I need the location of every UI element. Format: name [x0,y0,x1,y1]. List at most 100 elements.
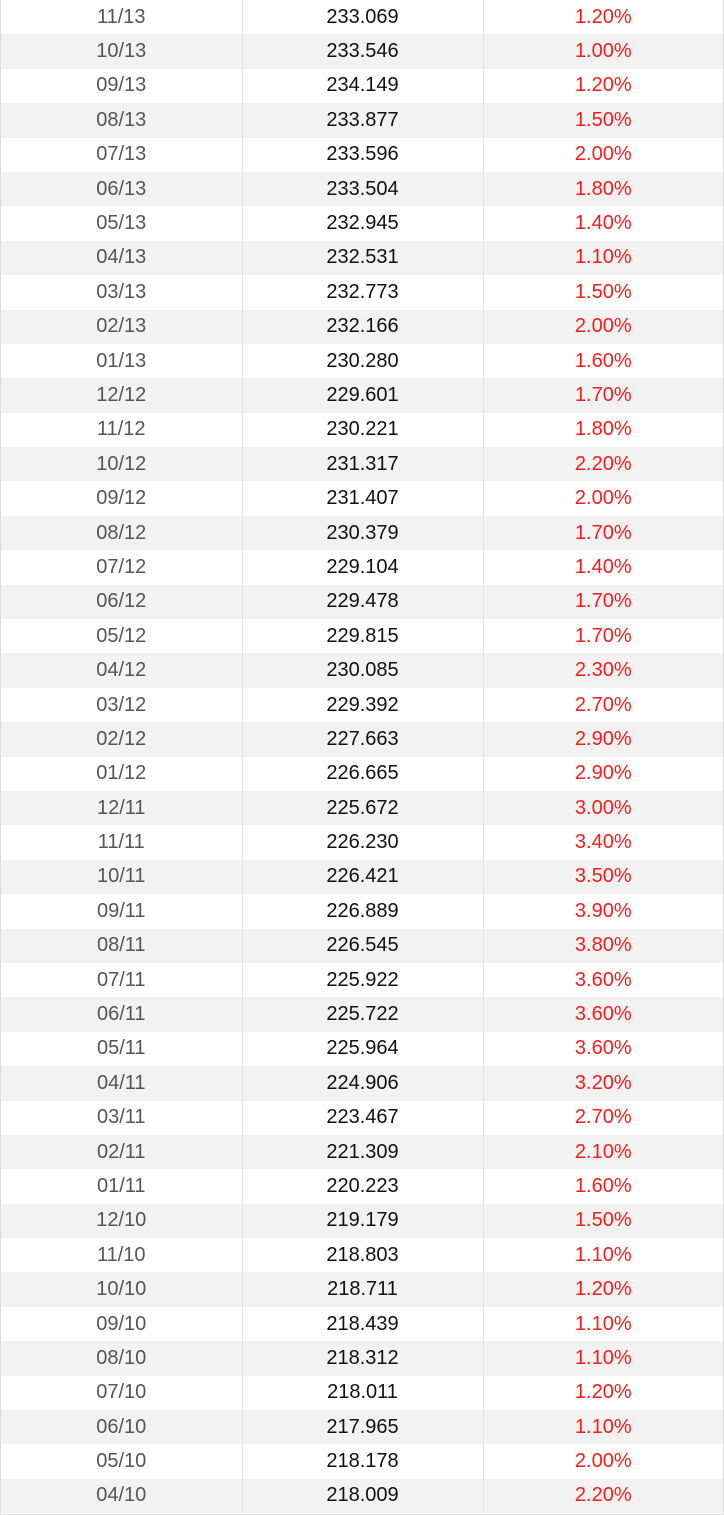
index-value-cell: 218.312 [242,1341,484,1376]
index-value-cell: 218.178 [242,1444,484,1479]
rate-cell: 3.80% [574,934,632,957]
date-cell: 09/10 [1,1306,243,1342]
table-row: 12/12 229.601 1.70% [1,378,723,413]
index-value-cell: 226.421 [242,859,484,895]
index-value-cell: 229.815 [242,619,484,654]
date-cell: 05/12 [1,619,243,654]
index-value-cell: 225.672 [242,790,484,826]
date-cell: 05/13 [1,206,243,241]
index-value-cell: 231.317 [242,447,484,482]
date-cell: 07/13 [1,137,243,172]
rate-cell: 3.50% [574,865,632,888]
index-value-cell: 218.009 [242,1478,484,1514]
table-row: 09/12 231.407 2.00% [1,481,723,516]
date-cell: 08/11 [1,928,243,963]
rate-cell: 3.00% [574,796,632,819]
date-cell: 01/13 [1,343,243,379]
date-cell: 11/11 [1,825,243,860]
rate-cell: 3.60% [574,968,632,991]
index-value-cell: 218.711 [242,1272,484,1307]
date-cell: 02/13 [1,309,243,344]
date-cell: 10/11 [1,859,243,895]
rate-cell: 1.50% [574,280,632,303]
rate-cell: 1.40% [574,212,632,235]
table-row: 11/10 218.803 1.10% [1,1238,723,1273]
table-row: 04/12 230.085 2.30% [1,653,723,688]
date-cell: 02/11 [1,1134,243,1170]
rate-cell: 1.10% [574,1243,632,1266]
index-value-cell: 220.223 [242,1169,484,1204]
index-value-cell: 233.596 [242,137,484,172]
table-row: 09/11 226.889 3.90% [1,894,723,929]
date-cell: 01/11 [1,1169,243,1204]
index-value-cell: 232.166 [242,309,484,344]
date-cell: 12/12 [1,378,243,413]
table-row: 02/13 232.166 2.00% [1,309,723,344]
table-row: 02/12 227.663 2.90% [1,722,723,757]
table-row: 01/12 226.665 2.90% [1,756,723,791]
date-cell: 12/10 [1,1203,243,1239]
rate-cell: 1.10% [574,1346,632,1369]
index-value-cell: 218.011 [242,1375,484,1411]
index-value-cell: 233.069 [242,0,484,35]
table-row: 01/11 220.223 1.60% [1,1169,723,1204]
table-row: 03/11 223.467 2.70% [1,1100,723,1135]
index-value-cell: 226.665 [242,756,484,791]
date-cell: 09/13 [1,68,243,104]
table-row: 10/10 218.711 1.20% [1,1272,723,1307]
index-value-cell: 219.179 [242,1203,484,1239]
rate-cell: 1.70% [574,590,632,613]
date-cell: 02/12 [1,722,243,757]
index-value-cell: 233.504 [242,171,484,207]
rate-cell: 1.20% [574,74,632,97]
table-row: 10/13 233.546 1.00% [1,34,723,69]
table-row: 04/10 218.009 2.20% [1,1478,723,1514]
index-value-cell: 226.230 [242,825,484,860]
date-cell: 07/11 [1,962,243,998]
date-cell: 10/13 [1,34,243,69]
index-value-cell: 224.906 [242,1066,484,1101]
table-row: 05/11 225.964 3.60% [1,1031,723,1067]
index-value-cell: 226.545 [242,928,484,963]
rate-cell: 3.60% [574,1037,632,1060]
index-value-cell: 229.478 [242,584,484,620]
rate-cell: 2.70% [574,1106,632,1129]
date-cell: 04/13 [1,240,243,276]
date-cell: 04/11 [1,1066,243,1101]
date-cell: 03/13 [1,275,243,310]
rate-cell: 2.70% [574,693,632,716]
rate-cell: 1.70% [574,521,632,544]
index-value-cell: 230.379 [242,515,484,551]
rate-cell: 2.00% [574,1450,632,1473]
table-row: 11/11 226.230 3.40% [1,825,723,860]
table-row: 03/13 232.773 1.50% [1,275,723,310]
table-row: 07/13 233.596 2.00% [1,137,723,172]
date-cell: 04/10 [1,1478,243,1514]
index-value-cell: 232.531 [242,240,484,276]
date-cell: 03/11 [1,1100,243,1135]
date-cell: 08/10 [1,1341,243,1376]
table-row: 05/10 218.178 2.00% [1,1444,723,1479]
date-cell: 10/12 [1,447,243,482]
index-value-cell: 232.773 [242,275,484,310]
rate-cell: 1.20% [574,1278,632,1301]
date-cell: 07/10 [1,1375,243,1411]
index-value-cell: 233.546 [242,34,484,69]
date-cell: 11/10 [1,1238,243,1273]
date-cell: 10/10 [1,1272,243,1307]
rate-cell: 1.50% [574,108,632,131]
date-cell: 03/12 [1,687,243,723]
rate-cell: 3.90% [574,899,632,922]
index-value-cell: 230.221 [242,412,484,448]
date-cell: 11/13 [1,0,243,35]
rate-cell: 1.40% [574,555,632,578]
table-row: 06/11 225.722 3.60% [1,997,723,1032]
table-row: 08/13 233.877 1.50% [1,103,723,138]
rate-cell: 2.00% [574,315,632,338]
index-value-cell: 230.085 [242,653,484,688]
index-value-cell: 223.467 [242,1100,484,1135]
date-cell: 07/12 [1,550,243,585]
date-cell: 11/12 [1,412,243,448]
